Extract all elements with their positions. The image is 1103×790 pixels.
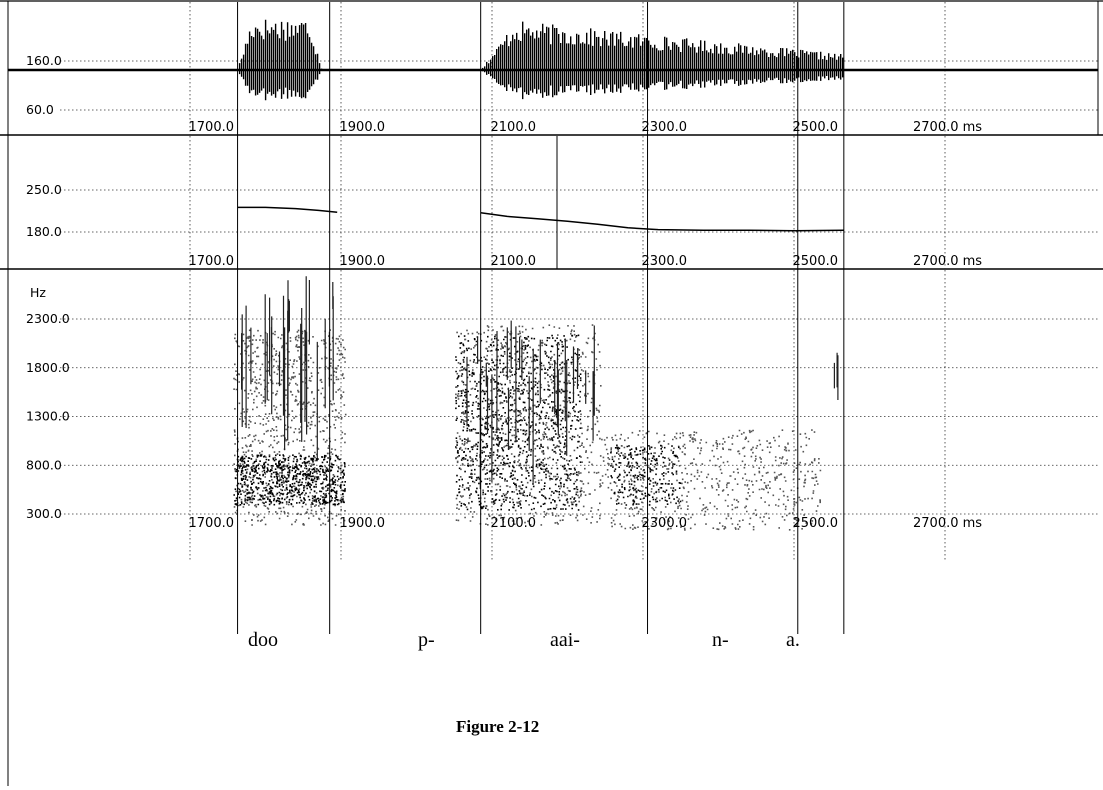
xtick-label-p2-3: 2300.0 [642,516,688,531]
xtick-label-p0-1: 1900.0 [340,120,386,135]
spectrogram-marks [233,276,839,531]
xtick-label-p2-5: 2700.0 ms [913,516,982,531]
ytick-label-p1-1: 180.0 [26,224,62,239]
ytick-label-p2-1: 1800.0 [26,360,70,375]
grid-layer [60,2,1098,560]
syllable-label-p: p- [418,629,435,651]
ytick-label-p2-3: 800.0 [26,457,62,472]
xtick-label-p1-3: 2300.0 [642,254,688,269]
spec-right-ticks [833,352,839,400]
waveform-segment-1 [482,21,844,100]
pitch-contour-1 [480,212,844,232]
xtick-label-p2-1: 1900.0 [340,516,386,531]
ytick-label-p1-0: 250.0 [26,182,62,197]
syllable-label-doo: doo [248,629,278,651]
waveform-segment-0 [238,19,323,101]
xtick-label-p1-0: 1700.0 [189,254,235,269]
xtick-label-p1-5: 2700.0 ms [913,254,982,269]
pitch-marks [237,206,844,232]
waveform-marks [8,19,1098,101]
xtick-label-p1-4: 2500.0 [793,254,839,269]
ytick-label-p0-0: 160.0 [26,53,62,68]
hz-unit-label: Hz [30,285,46,300]
xtick-label-p0-4: 2500.0 [793,120,839,135]
xtick-label-p0-3: 2300.0 [642,120,688,135]
pitch-contour-0 [237,206,338,213]
xtick-label-p0-2: 2100.0 [491,120,537,135]
figure-caption: Figure 2-12 [456,717,539,736]
spec-n-light [600,429,822,531]
ytick-label-p2-4: 300.0 [26,506,62,521]
spec-doo-bars [241,276,334,460]
xtick-label-p1-2: 2100.0 [491,254,537,269]
xtick-label-p1-1: 1900.0 [340,254,386,269]
syllable-label-n: n- [712,629,729,651]
ytick-label-p2-0: 2300.0 [26,311,70,326]
tick-labels: 160.0 60.0 1700.0 1900.0 2100.0 2300.0 2500.0 2… [26,53,982,531]
spec-n-dark [610,444,682,506]
syllable-label-aai: aai- [550,629,580,651]
xtick-label-p0-5: 2700.0 ms [913,120,982,135]
xtick-label-p0-0: 1700.0 [189,120,235,135]
spec-doo-dark [233,454,346,506]
ytick-label-p2-2: 1300.0 [26,409,70,424]
spec-aai-bars [466,320,595,489]
xtick-label-p2-2: 2100.0 [491,516,537,531]
xtick-label-p2-4: 2500.0 [793,516,839,531]
segment-boundaries [237,2,845,634]
ytick-label-p0-1: 60.0 [26,102,54,117]
syllable-label-a: a. [786,629,800,651]
xtick-label-p2-0: 1700.0 [189,516,235,531]
